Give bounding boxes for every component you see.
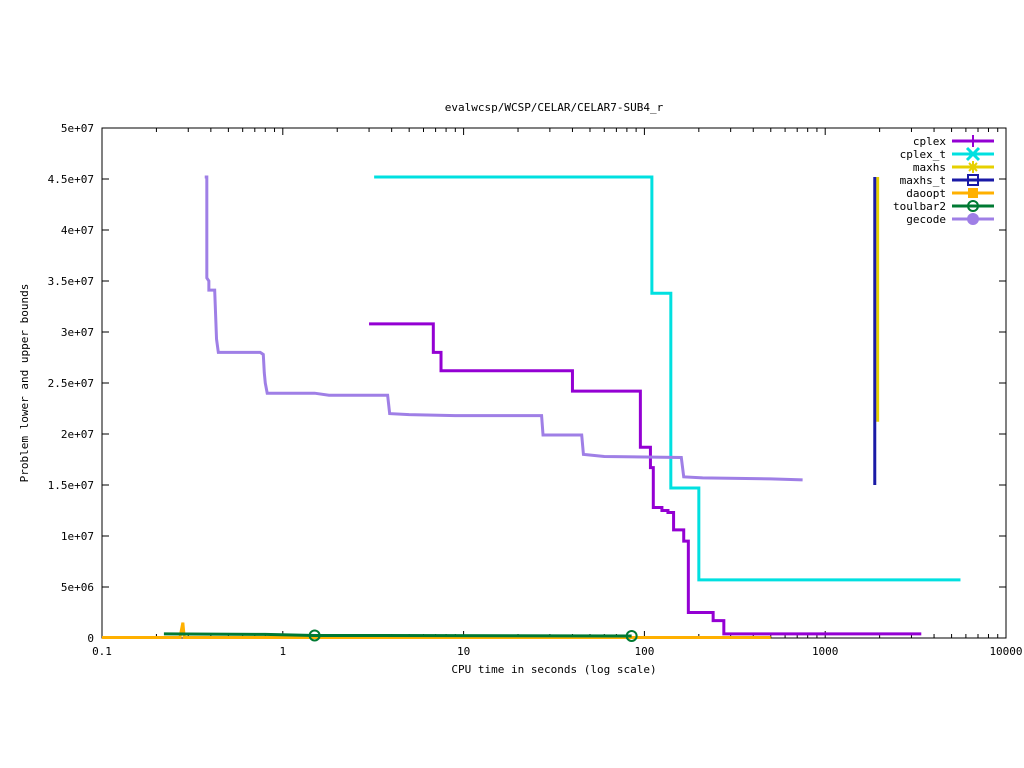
y-tick-label: 3.5e+07 bbox=[48, 275, 94, 288]
y-tick-label: 2e+07 bbox=[61, 428, 94, 441]
legend-marker-cplex bbox=[967, 135, 979, 147]
y-tick-label: 4.5e+07 bbox=[48, 173, 94, 186]
legend-label-gecode: gecode bbox=[906, 213, 946, 226]
x-tick-label: 1000 bbox=[812, 645, 839, 658]
y-tick-label: 5e+07 bbox=[61, 122, 94, 135]
legend-label-maxhs-t: maxhs_t bbox=[900, 174, 946, 187]
legend-label-daoopt: daoopt bbox=[906, 187, 946, 200]
y-tick-label: 2.5e+07 bbox=[48, 377, 94, 390]
y-tick-label: 5e+06 bbox=[61, 581, 94, 594]
series-line-cplex-t bbox=[374, 177, 960, 580]
x-tick-label: 10 bbox=[457, 645, 470, 658]
y-tick-label: 0 bbox=[87, 632, 94, 645]
y-tick-label: 1e+07 bbox=[61, 530, 94, 543]
y-axis-label: Problem lower and upper bounds bbox=[18, 284, 31, 483]
x-axis-label: CPU time in seconds (log scale) bbox=[451, 663, 656, 676]
legend-label-cplex: cplex bbox=[913, 135, 946, 148]
y-tick-label: 4e+07 bbox=[61, 224, 94, 237]
series-line-gecode bbox=[205, 177, 803, 480]
series-layer bbox=[102, 177, 960, 641]
series-line-toulbar2 bbox=[164, 634, 632, 636]
legend-label-toulbar2: toulbar2 bbox=[893, 200, 946, 213]
legend-label-maxhs: maxhs bbox=[913, 161, 946, 174]
series-line-cplex bbox=[369, 324, 921, 634]
chart-title: evalwcsp/WCSP/CELAR/CELAR7-SUB4_r bbox=[445, 101, 664, 114]
x-tick-label: 1 bbox=[279, 645, 286, 658]
y-tick-label: 1.5e+07 bbox=[48, 479, 94, 492]
x-tick-label: 10000 bbox=[989, 645, 1022, 658]
legend-marker-daoopt bbox=[968, 188, 978, 198]
plot-frame bbox=[102, 128, 1006, 638]
legend-marker-gecode bbox=[967, 213, 979, 225]
legend-label-cplex-t: cplex_t bbox=[900, 148, 946, 161]
legend: cplexcplex_tmaxhsmaxhs_tdaoopttoulbar2ge… bbox=[893, 135, 994, 226]
y-tick-label: 3e+07 bbox=[61, 326, 94, 339]
x-tick-label: 0.1 bbox=[92, 645, 112, 658]
legend-marker-maxhs bbox=[967, 161, 979, 173]
x-tick-label: 100 bbox=[634, 645, 654, 658]
